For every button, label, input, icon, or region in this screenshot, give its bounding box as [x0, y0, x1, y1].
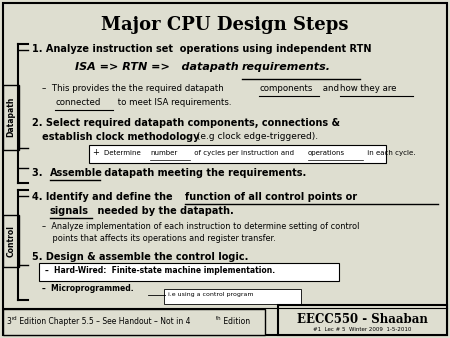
- Text: to meet ISA requirements.: to meet ISA requirements.: [115, 98, 231, 107]
- FancyBboxPatch shape: [3, 85, 19, 150]
- Text: components: components: [259, 84, 312, 93]
- Text: datapath meeting the requirements.: datapath meeting the requirements.: [101, 168, 306, 178]
- FancyBboxPatch shape: [3, 215, 19, 267]
- Text: –  This provides the the required datapath: – This provides the the required datapat…: [42, 84, 226, 93]
- Text: +: +: [93, 148, 103, 157]
- Text: (e.g clock edge-triggered).: (e.g clock edge-triggered).: [194, 132, 318, 141]
- Text: function of all control points or: function of all control points or: [185, 192, 357, 202]
- Text: Determine: Determine: [104, 150, 143, 156]
- Text: points that affects its operations and register transfer.: points that affects its operations and r…: [42, 234, 275, 243]
- Text: 1. Analyze instruction set  operations using independent RTN: 1. Analyze instruction set operations us…: [32, 44, 372, 54]
- FancyBboxPatch shape: [164, 289, 301, 304]
- Text: and: and: [320, 84, 342, 93]
- Text: operations: operations: [308, 150, 345, 156]
- Text: in each cycle.: in each cycle.: [365, 150, 415, 156]
- Text: #1  Lec # 5  Winter 2009  1-5-2010: #1 Lec # 5 Winter 2009 1-5-2010: [313, 327, 411, 332]
- Text: –  Analyze implementation of each instruction to determine setting of control: – Analyze implementation of each instruc…: [42, 222, 360, 231]
- Text: Edition: Edition: [221, 316, 250, 325]
- Text: requirements.: requirements.: [242, 62, 331, 72]
- Text: Datapath: Datapath: [6, 97, 15, 137]
- Text: Assemble: Assemble: [50, 168, 103, 178]
- FancyBboxPatch shape: [89, 145, 386, 163]
- Text: 3: 3: [6, 316, 11, 325]
- Text: connected: connected: [55, 98, 100, 107]
- Text: establish clock methodology: establish clock methodology: [32, 132, 199, 142]
- Text: EECC550 - Shaaban: EECC550 - Shaaban: [297, 313, 428, 326]
- Text: rd: rd: [11, 315, 17, 320]
- Text: 2. Select required datapath components, connections &: 2. Select required datapath components, …: [32, 118, 340, 128]
- Text: number: number: [150, 150, 177, 156]
- FancyBboxPatch shape: [3, 309, 265, 335]
- Text: i.e using a control program: i.e using a control program: [168, 292, 253, 297]
- Text: Major CPU Design Steps: Major CPU Design Steps: [101, 16, 349, 34]
- FancyBboxPatch shape: [278, 305, 447, 335]
- Text: signals: signals: [50, 206, 89, 216]
- Text: Control: Control: [6, 225, 15, 257]
- Text: –  Hard-Wired:  Finite-state machine implementation.: – Hard-Wired: Finite-state machine imple…: [45, 266, 275, 275]
- Text: Edition Chapter 5.5 – See Handout – Not in 4: Edition Chapter 5.5 – See Handout – Not …: [17, 316, 190, 325]
- Text: 3.: 3.: [32, 168, 46, 178]
- Text: 4. Identify and define the: 4. Identify and define the: [32, 192, 176, 202]
- FancyBboxPatch shape: [3, 3, 447, 335]
- Text: th: th: [216, 315, 221, 320]
- Text: needed by the datapath.: needed by the datapath.: [94, 206, 234, 216]
- Text: ISA => RTN =>   datapath: ISA => RTN => datapath: [75, 62, 243, 72]
- Text: 5. Design & assemble the control logic.: 5. Design & assemble the control logic.: [32, 252, 248, 262]
- Text: how they are: how they are: [340, 84, 396, 93]
- FancyBboxPatch shape: [39, 263, 339, 281]
- Text: of cycles per instruction and: of cycles per instruction and: [192, 150, 296, 156]
- Text: –  Microprogrammed.: – Microprogrammed.: [42, 284, 134, 293]
